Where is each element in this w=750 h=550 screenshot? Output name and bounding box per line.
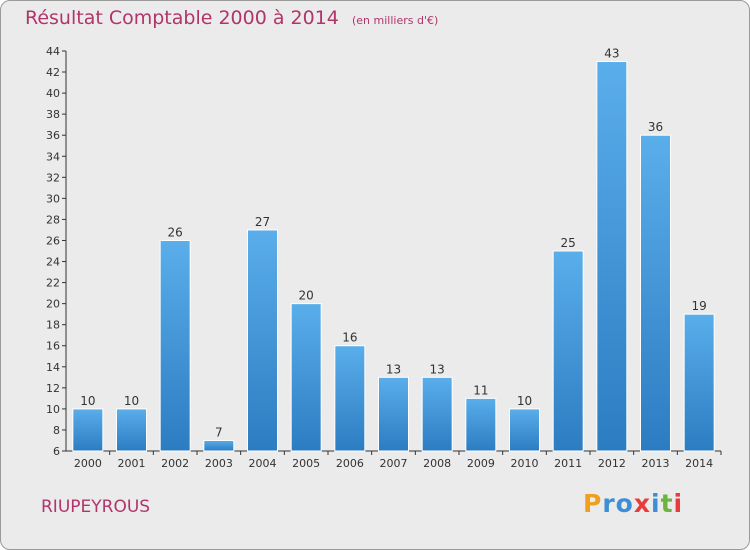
y-tick-label: 40: [46, 87, 60, 100]
bar: [72, 408, 104, 452]
x-tick-label: 2011: [554, 457, 582, 470]
x-tick-label: 2008: [423, 457, 451, 470]
data-label: 20: [299, 289, 314, 303]
x-tick-label: 2000: [74, 457, 102, 470]
x-tick-label: 2013: [642, 457, 670, 470]
data-label: 27: [255, 215, 270, 229]
logo-letter: i: [673, 489, 684, 518]
logo-letter: r: [602, 489, 616, 518]
bar: [640, 134, 671, 452]
x-tick-label: 2012: [598, 457, 626, 470]
y-tick-label: 16: [46, 340, 60, 353]
y-tick-label: 10: [46, 403, 60, 416]
y-tick-label: 42: [46, 66, 60, 79]
data-label: 10: [80, 394, 95, 408]
data-label: 13: [430, 362, 445, 376]
bar: [509, 408, 540, 452]
bar: [421, 376, 453, 452]
y-tick-label: 34: [46, 150, 60, 163]
data-label: 7: [215, 425, 223, 439]
bar: [552, 250, 584, 452]
x-tick-label: 2001: [118, 457, 146, 470]
y-axis: 6 8 10 12 14 16 18 20 22 24 26 28 30 32 34 36 38 40 42 44: [46, 45, 67, 458]
x-tick-label: 2002: [161, 457, 189, 470]
bar: [378, 376, 409, 452]
data-label: 25: [561, 236, 576, 250]
bar: [159, 239, 191, 452]
chart-title-main: Résultat Comptable 2000 à 2014: [25, 7, 339, 29]
logo-letter: i: [651, 489, 661, 518]
data-label: 43: [604, 47, 619, 61]
bars: [72, 61, 715, 452]
bar: [247, 229, 278, 452]
y-tick-label: 6: [53, 445, 60, 458]
chart-title-unit: (en milliers d'€): [351, 14, 439, 27]
x-tick-label: 2003: [205, 457, 233, 470]
bar: [596, 61, 628, 452]
data-label: 36: [648, 120, 663, 134]
y-tick-label: 8: [53, 424, 60, 437]
y-tick-label: 22: [46, 277, 60, 290]
data-label: 16: [342, 331, 357, 345]
y-tick-label: 30: [46, 192, 60, 205]
y-tick-label: 28: [46, 213, 60, 226]
data-label: 10: [124, 394, 139, 408]
data-label: 26: [168, 225, 183, 239]
data-label: 13: [386, 362, 401, 376]
bar: [203, 439, 235, 452]
logo-letter: P: [583, 489, 603, 518]
logo-letter: t: [660, 489, 674, 518]
bar: [116, 408, 147, 452]
x-tick-label: 2014: [685, 457, 713, 470]
chart-title: Résultat Comptable 2000 à 2014 (en milli…: [25, 7, 438, 29]
x-tick-label: 2006: [336, 457, 364, 470]
x-tick-label: 2005: [292, 457, 320, 470]
x-tick-label: 2009: [467, 457, 495, 470]
y-tick-label: 12: [46, 382, 60, 395]
y-tick-label: 44: [46, 45, 60, 58]
y-tick-label: 24: [46, 256, 60, 269]
y-tick-label: 38: [46, 108, 60, 121]
bar: [465, 397, 497, 452]
y-tick-label: 14: [46, 361, 60, 374]
y-tick-label: 18: [46, 319, 60, 332]
data-label: 11: [473, 383, 488, 397]
commune-name: RIUPEYROUS: [41, 497, 151, 517]
bar: [683, 313, 715, 452]
data-label: 19: [692, 299, 707, 313]
x-tick-label: 2010: [511, 457, 539, 470]
proxiti-logo: Proxiti: [583, 489, 683, 518]
x-axis: 2000 2001 2002 2003 2004 2005 2006 2007 2008 2009…: [66, 450, 722, 470]
bar: [290, 303, 322, 452]
y-tick-label: 26: [46, 234, 60, 247]
data-label: 10: [517, 394, 532, 408]
data-labels: 10 10 26 7 27 20 16 13 13 11 10 25 43 36 19: [80, 47, 707, 440]
logo-letter: o: [615, 489, 634, 518]
x-tick-label: 2007: [380, 457, 408, 470]
logo-letter: x: [633, 489, 651, 518]
y-tick-label: 20: [46, 298, 60, 311]
y-tick-label: 36: [46, 129, 60, 142]
x-tick-label: 2004: [249, 457, 277, 470]
bar: [334, 345, 366, 452]
y-tick-label: 32: [46, 171, 60, 184]
